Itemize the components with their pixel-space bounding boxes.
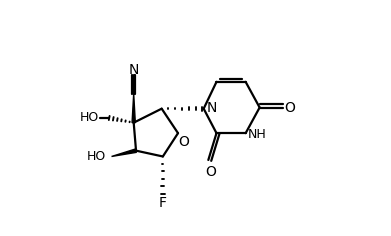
Polygon shape [132,93,135,123]
Text: HO: HO [79,111,99,125]
Text: N: N [129,63,139,77]
Text: O: O [205,165,216,179]
Text: O: O [285,101,295,114]
Text: F: F [159,196,167,210]
Text: N: N [206,101,217,114]
Text: O: O [178,135,189,149]
Text: HO: HO [86,150,106,163]
Polygon shape [111,149,136,156]
Text: NH: NH [248,128,267,141]
